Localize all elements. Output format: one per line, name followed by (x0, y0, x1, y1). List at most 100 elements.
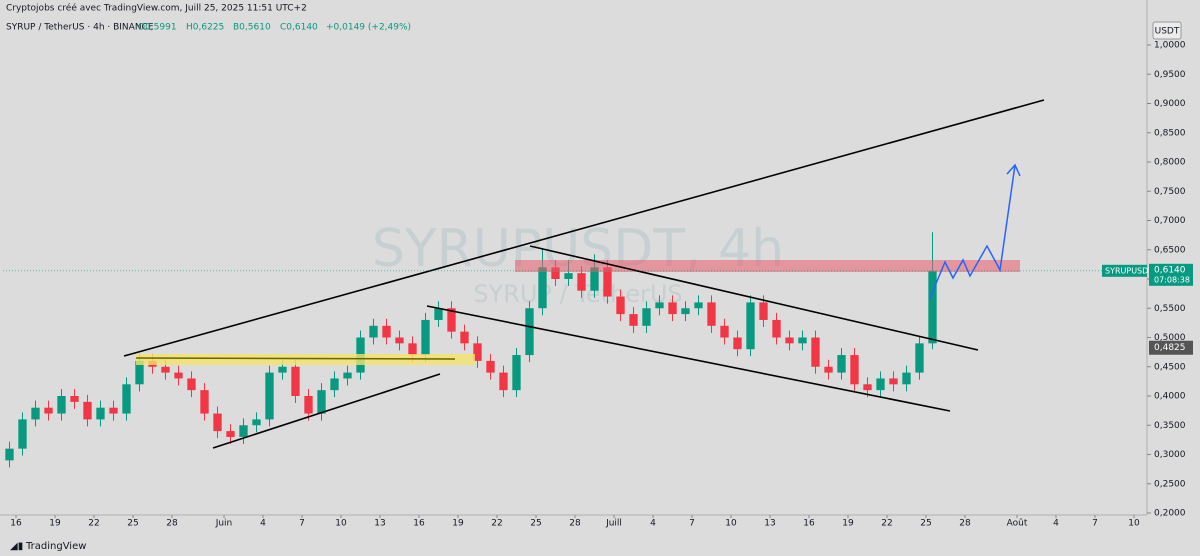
candle-body (317, 390, 326, 414)
candle-body (616, 296, 625, 315)
candle-body (772, 319, 781, 338)
candle-body (551, 267, 560, 279)
candle-body (473, 343, 482, 361)
candle-body (889, 378, 898, 385)
candle-body (655, 302, 664, 309)
x-tick-label: 16 (413, 519, 425, 529)
candle-body (928, 270, 937, 344)
x-tick-label: 19 (49, 519, 61, 529)
y-tick-label: 0,4000 (1154, 392, 1186, 402)
x-tick-label: 28 (166, 519, 178, 529)
candle-body (824, 366, 833, 373)
candle-body (252, 419, 261, 426)
y-tick-label: 0,4500 (1154, 362, 1186, 372)
currency-box[interactable] (1152, 21, 1182, 40)
y-tick-label: 1,0000 (1154, 41, 1186, 51)
x-tick-label: 19 (842, 519, 854, 529)
projection-path (929, 164, 1016, 299)
currency: USDT (1155, 27, 1180, 37)
candle-body (31, 407, 40, 420)
open-text: O0,5991 (138, 23, 177, 33)
x-tick-label: 13 (764, 519, 775, 529)
candle-body (330, 378, 339, 391)
resistance-zone (515, 260, 1020, 272)
y-tick-label: 0,7500 (1154, 187, 1186, 197)
countdown: 07:08:38 (1154, 275, 1190, 284)
candle-body (70, 396, 79, 402)
candle-body (850, 355, 859, 385)
y-tick-label: 0,8500 (1154, 128, 1186, 138)
symbol-badge (1102, 264, 1147, 277)
candle-body (837, 355, 846, 373)
candle-body (902, 372, 911, 385)
candle-body (200, 390, 209, 414)
candle-body (499, 372, 508, 391)
x-tick-label: 22 (881, 519, 892, 529)
drawings (123, 99, 1045, 449)
candle-body (44, 407, 53, 414)
x-tick-label: 28 (959, 519, 971, 529)
candle-body (460, 331, 469, 344)
y-tick-label: 0,7000 (1154, 216, 1186, 226)
candle-body (343, 372, 352, 379)
candle-body (577, 273, 586, 291)
candle-body (122, 384, 131, 414)
candle-body (369, 325, 378, 338)
x-tick-label: 4 (1053, 519, 1059, 529)
candle-body (746, 302, 755, 350)
header: Cryptojobs créé avec TradingView.com, Ju… (6, 3, 307, 14)
candle-body (96, 407, 105, 420)
x-tick-label: 22 (491, 519, 502, 529)
x-tick-label: 28 (569, 519, 581, 529)
x-tick-label: 25 (920, 519, 931, 529)
x-tick-label: 19 (452, 519, 464, 529)
last-price-label: 0,6140 (1154, 265, 1186, 275)
candle-body (278, 366, 287, 373)
candle-body (681, 308, 690, 315)
x-tick-label: 16 (10, 519, 22, 529)
x-tick-label: 22 (88, 519, 99, 529)
x-tick-label: 7 (689, 519, 695, 529)
x-tick-label: Juin (215, 519, 233, 529)
y-tick-label: 0,3000 (1154, 450, 1186, 460)
candle-body (512, 355, 521, 391)
candle-body (421, 319, 430, 356)
candle-body (83, 401, 92, 420)
last-price-badge (1149, 263, 1193, 286)
x-tick-label: 10 (725, 519, 737, 529)
marker-price-badge (1149, 340, 1193, 355)
x-tick-label: Août (1007, 519, 1028, 529)
candle-body (265, 372, 274, 420)
candle-body (18, 419, 27, 449)
x-tick-label: Juill (605, 519, 622, 529)
x-tick-label: 4 (260, 519, 266, 529)
symbol-label: SYRUPUSDT (1105, 266, 1153, 275)
candle-body (629, 314, 638, 326)
y-tick-label: 0,5500 (1154, 304, 1186, 314)
x-tick-label: 10 (1128, 519, 1140, 529)
candle-body (291, 366, 300, 396)
trend-line (212, 373, 441, 449)
trend-line (123, 99, 1045, 357)
close-text: C0,6140 (280, 23, 318, 33)
y-tick-label: 0,3500 (1154, 421, 1186, 431)
candle-body (434, 308, 443, 320)
change-text: +0,0149 (+2,49%) (326, 23, 411, 33)
candle-body (564, 273, 573, 279)
candle-body (603, 267, 612, 297)
candle-body (408, 343, 417, 356)
symbol-line: SYRUP / TetherUS · 4h · BINANCE (6, 23, 154, 33)
candle-body (161, 366, 170, 373)
candle-body (720, 325, 729, 338)
low-text: B0,5610 (233, 23, 271, 33)
candle-body (707, 302, 716, 326)
y-tick-label: 0,5000 (1154, 333, 1186, 343)
candle-body (915, 343, 924, 373)
high-text: H0,6225 (186, 23, 224, 33)
candle-body (694, 302, 703, 309)
y-tick-label: 0,2500 (1154, 479, 1186, 489)
candle-body (863, 384, 872, 391)
y-tick-label: 0,2000 (1154, 509, 1186, 519)
candle-body (5, 448, 14, 461)
x-tick-label: 25 (127, 519, 138, 529)
